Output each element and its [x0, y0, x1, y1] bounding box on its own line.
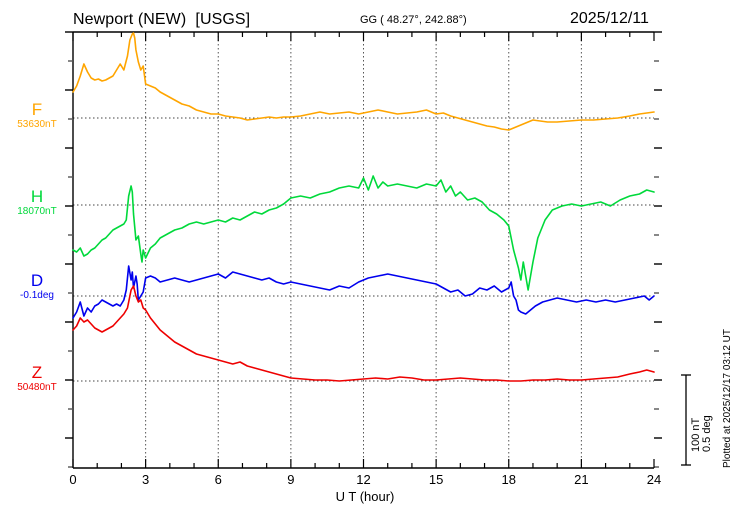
trace-f [72, 32, 655, 131]
channel-label-d: D -0.1deg [2, 272, 72, 302]
channel-key-h: H [30, 187, 44, 206]
data-traces [72, 32, 655, 382]
x-tick-label-6: 6 [214, 472, 222, 487]
x-tick-label-21: 21 [574, 472, 589, 487]
baseline-gridlines [73, 117, 654, 382]
channel-value-f: 53630nT [17, 119, 57, 130]
geographic-coordinates: GG ( 48.27°, 242.88°) [360, 14, 467, 26]
channel-value-d: -0.1deg [20, 290, 54, 301]
trace-h [72, 175, 655, 291]
channel-value-z: 50480nT [17, 382, 57, 393]
x-tick-label-18: 18 [501, 472, 516, 487]
y-axis-ticks [65, 31, 662, 468]
channel-key-f: F [31, 100, 43, 119]
channel-value-h: 18070nT [17, 206, 57, 217]
x-tick-label-0: 0 [69, 472, 77, 487]
plotted-at-timestamp: Plotted at 2025/12/17 03:12 UT [722, 329, 730, 468]
x-axis-ticks [72, 32, 655, 468]
channel-label-h: H 18070nT [2, 188, 72, 218]
scale-bar [681, 374, 691, 466]
channel-label-f: F 53630nT [2, 101, 72, 131]
x-tick-label-9: 9 [287, 472, 295, 487]
channel-key-z: Z [31, 363, 43, 382]
grid-lines [145, 32, 582, 468]
x-tick-label-3: 3 [142, 472, 150, 487]
x-axis-title: U T (hour) [335, 489, 395, 504]
x-tick-label-15: 15 [428, 472, 444, 487]
page-title: Newport (NEW) [USGS] [73, 11, 251, 28]
trace-d [72, 265, 655, 319]
x-tick-label-24: 24 [646, 472, 662, 487]
x-tick-label-12: 12 [356, 472, 371, 487]
trace-z [72, 285, 655, 382]
channel-key-d: D [30, 271, 44, 290]
channel-label-z: Z 50480nT [2, 364, 72, 394]
observation-date: 2025/12/11 [570, 10, 649, 27]
scale-bar-label-deg: 0.5 deg [701, 415, 713, 452]
